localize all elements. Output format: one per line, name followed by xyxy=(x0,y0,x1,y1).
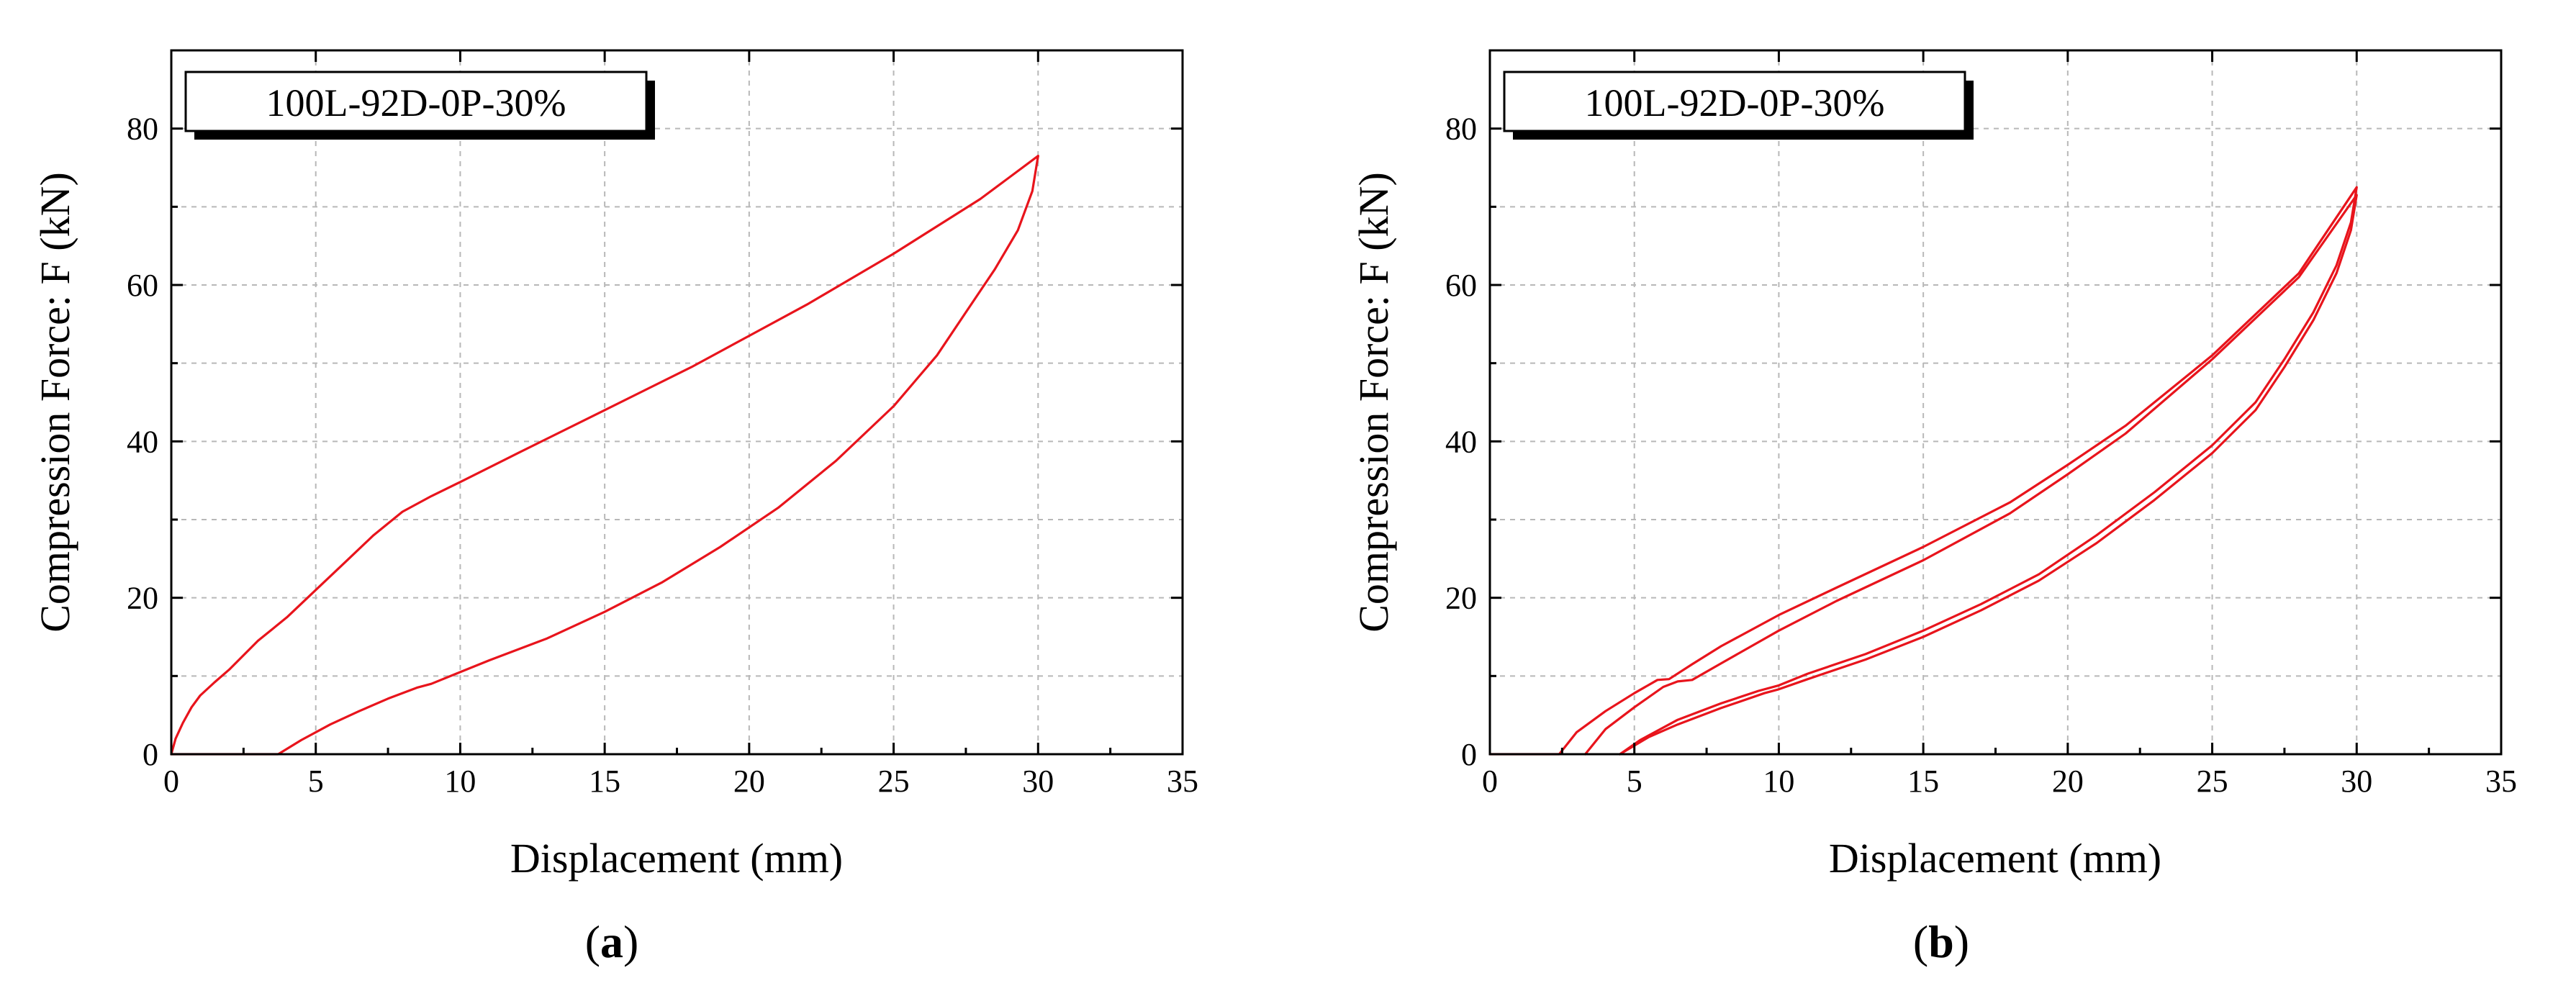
y-tick-label: 20 xyxy=(127,581,158,616)
x-tick-label: 15 xyxy=(1907,764,1939,799)
x-tick-label: 0 xyxy=(1482,764,1498,799)
y-tick-label: 40 xyxy=(127,424,158,459)
x-tick-label: 20 xyxy=(733,764,765,799)
series-line-cycle-2 xyxy=(1583,194,2358,756)
y-tick-label: 60 xyxy=(1445,268,1477,303)
x-tick-label: 25 xyxy=(878,764,910,799)
plot-frame xyxy=(1488,49,2503,756)
x-axis-title: Displacement (mm) xyxy=(1829,835,2161,882)
series-line-unloading xyxy=(170,155,1039,756)
series-layer xyxy=(170,155,1039,756)
x-tick-label: 10 xyxy=(444,764,476,799)
panel-label-b: (b) xyxy=(1913,916,1969,967)
panel-label-a: (a) xyxy=(585,916,639,967)
series-line-cycle-1 xyxy=(1488,186,2358,756)
x-tick-label: 10 xyxy=(1763,764,1794,799)
x-axis-title: Displacement (mm) xyxy=(510,835,843,882)
x-tick-label: 30 xyxy=(1022,764,1054,799)
y-tick-label: 60 xyxy=(127,268,158,303)
ticks: 0 5 10 15 20 25 30 35 0 20 40 60 80 xyxy=(1445,50,2517,799)
legend-box: 100L-92D-0P-30% xyxy=(1503,71,1974,140)
y-tick-label: 0 xyxy=(143,737,158,772)
y-tick-label: 40 xyxy=(1445,424,1477,459)
gridlines xyxy=(171,50,1183,754)
x-tick-label: 35 xyxy=(1167,764,1198,799)
y-tick-label: 80 xyxy=(1445,112,1477,147)
x-tick-label: 25 xyxy=(2197,764,2228,799)
y-axis-title: Compression Force: F (kN) xyxy=(32,172,78,633)
y-tick-label: 0 xyxy=(1461,737,1477,772)
x-tick-label: 15 xyxy=(589,764,620,799)
ticks: 0 5 10 15 20 25 30 35 0 20 40 60 80 xyxy=(127,50,1198,799)
x-tick-label: 0 xyxy=(163,764,179,799)
y-tick-label: 20 xyxy=(1445,581,1477,616)
x-tick-label: 35 xyxy=(2485,764,2517,799)
legend-label: 100L-92D-0P-30% xyxy=(1585,81,1885,124)
x-tick-label: 5 xyxy=(1627,764,1642,799)
gridlines xyxy=(1490,50,2501,754)
x-tick-label: 20 xyxy=(2052,764,2084,799)
legend-frame xyxy=(1503,71,1966,132)
y-tick-label: 80 xyxy=(127,112,158,147)
x-tick-label: 30 xyxy=(2341,764,2372,799)
series-layer xyxy=(1488,186,2358,756)
x-tick-label: 5 xyxy=(308,764,324,799)
legend-box: 100L-92D-0P-30% xyxy=(184,71,655,140)
plot-frame xyxy=(170,49,1184,756)
legend-frame xyxy=(184,71,648,132)
series-line-loading xyxy=(170,155,1039,756)
y-axis-title: Compression Force: F (kN) xyxy=(1350,172,1397,633)
legend-label: 100L-92D-0P-30% xyxy=(266,81,566,124)
